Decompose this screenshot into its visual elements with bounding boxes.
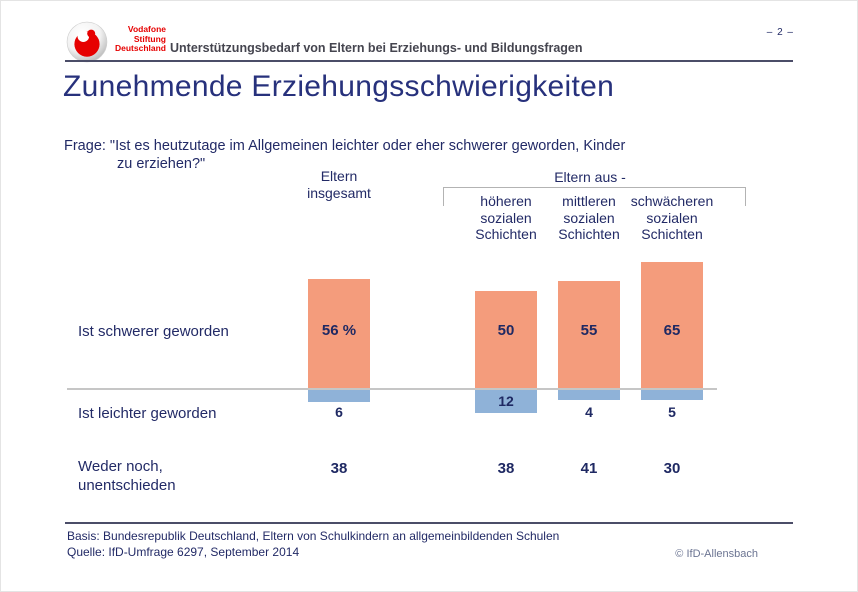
- bar-value-schwerer: 50: [497, 322, 515, 339]
- header-rule: [65, 60, 793, 62]
- bar-leichter: [308, 390, 370, 402]
- bar-value-schwerer: 55: [580, 322, 598, 339]
- bar-value-schwerer: 65: [663, 322, 681, 339]
- row-label-leichter: Ist leichter geworden: [78, 405, 217, 422]
- bar-value-leichter: 5: [668, 404, 676, 420]
- value-weder: 38: [330, 460, 348, 477]
- row-label-schwerer: Ist schwerer geworden: [78, 323, 229, 340]
- page-title: Zunehmende Erziehungsschwierigkeiten: [63, 70, 615, 103]
- column-header-eltern-insgesamt: Eltern insgesamt: [307, 168, 371, 201]
- header-tagline: Unterstützungsbedarf von Eltern bei Erzi…: [170, 41, 583, 55]
- column-header-mittleren: mittleren sozialen Schichten: [558, 193, 620, 242]
- bar-schwerer: [558, 281, 620, 388]
- footer-basis: Basis: Bundesrepublik Deutschland, Elter…: [67, 529, 560, 543]
- value-weder: 30: [663, 460, 681, 477]
- footer-quelle: Quelle: IfD-Umfrage 6297, September 2014: [67, 545, 300, 559]
- row-label-weder: Weder noch, unentschieden: [78, 458, 176, 494]
- page-number: – 2 –: [766, 27, 794, 38]
- footer-rule: [65, 522, 793, 524]
- bar-value-leichter: 4: [585, 404, 593, 420]
- column-header-schwaecheren: schwächeren sozialen Schichten: [630, 193, 714, 242]
- bar-leichter: [475, 390, 537, 413]
- bar-leichter: [641, 390, 703, 400]
- bar-value-leichter: 12: [498, 393, 514, 409]
- value-weder: 38: [497, 460, 515, 477]
- question-line-1: Frage: "Ist es heutzutage im Allgemeinen…: [64, 138, 626, 154]
- footer-copyright: © IfD-Allensbach: [675, 548, 758, 560]
- chart-baseline: [67, 388, 717, 390]
- question-line-2: zu erziehen?": [117, 156, 206, 172]
- column-header-hoeheren: höheren sozialen Schichten: [475, 193, 537, 242]
- group-bracket: [443, 187, 746, 206]
- vodafone-logo-icon: [66, 21, 108, 63]
- bar-leichter: [558, 390, 620, 400]
- group-header-eltern-aus: Eltern aus -: [554, 169, 626, 185]
- bar-value-schwerer: 56 %: [321, 322, 357, 339]
- bar-schwerer: [308, 279, 370, 388]
- bar-schwerer: [641, 262, 703, 388]
- bar-value-leichter: 6: [335, 404, 343, 420]
- value-weder: 41: [580, 460, 598, 477]
- bar-schwerer: [475, 291, 537, 388]
- logo-wordmark: Vodafone Stiftung Deutschland: [114, 24, 166, 53]
